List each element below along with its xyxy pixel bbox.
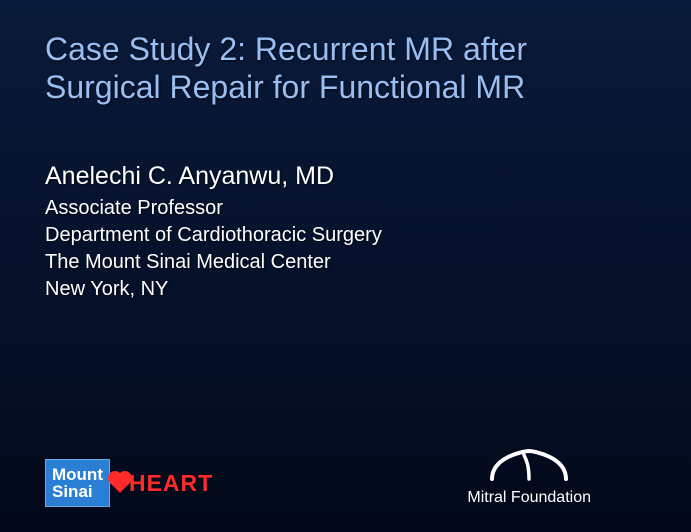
mitral-foundation-logo: Mitral Foundation (467, 449, 591, 507)
presenter-institution: The Mount Sinai Medical Center (45, 249, 651, 276)
mount-sinai-box-icon: Mount Sinai (45, 459, 110, 507)
heart-text: HEART (129, 470, 213, 497)
ms-line-1: Mount (52, 466, 103, 483)
presenter-location: New York, NY (45, 276, 651, 303)
logo-row: Mount Sinai HEART Mitral Foundation (45, 449, 651, 507)
mount-sinai-heart-logo: Mount Sinai HEART (45, 459, 213, 507)
presenter-name: Anelechi C. Anyanwu, MD (45, 162, 651, 191)
presenter-role: Associate Professor (45, 195, 651, 222)
slide-title: Case Study 2: Recurrent MR after Surgica… (45, 30, 651, 107)
heart-label: HEART (112, 470, 213, 497)
heart-icon (110, 473, 130, 493)
ms-line-2: Sinai (52, 483, 103, 500)
mitral-arc-icon (484, 449, 574, 483)
slide-container: Case Study 2: Recurrent MR after Surgica… (0, 0, 691, 532)
mitral-label: Mitral Foundation (467, 489, 591, 507)
presenter-department: Department of Cardiothoracic Surgery (45, 222, 651, 249)
